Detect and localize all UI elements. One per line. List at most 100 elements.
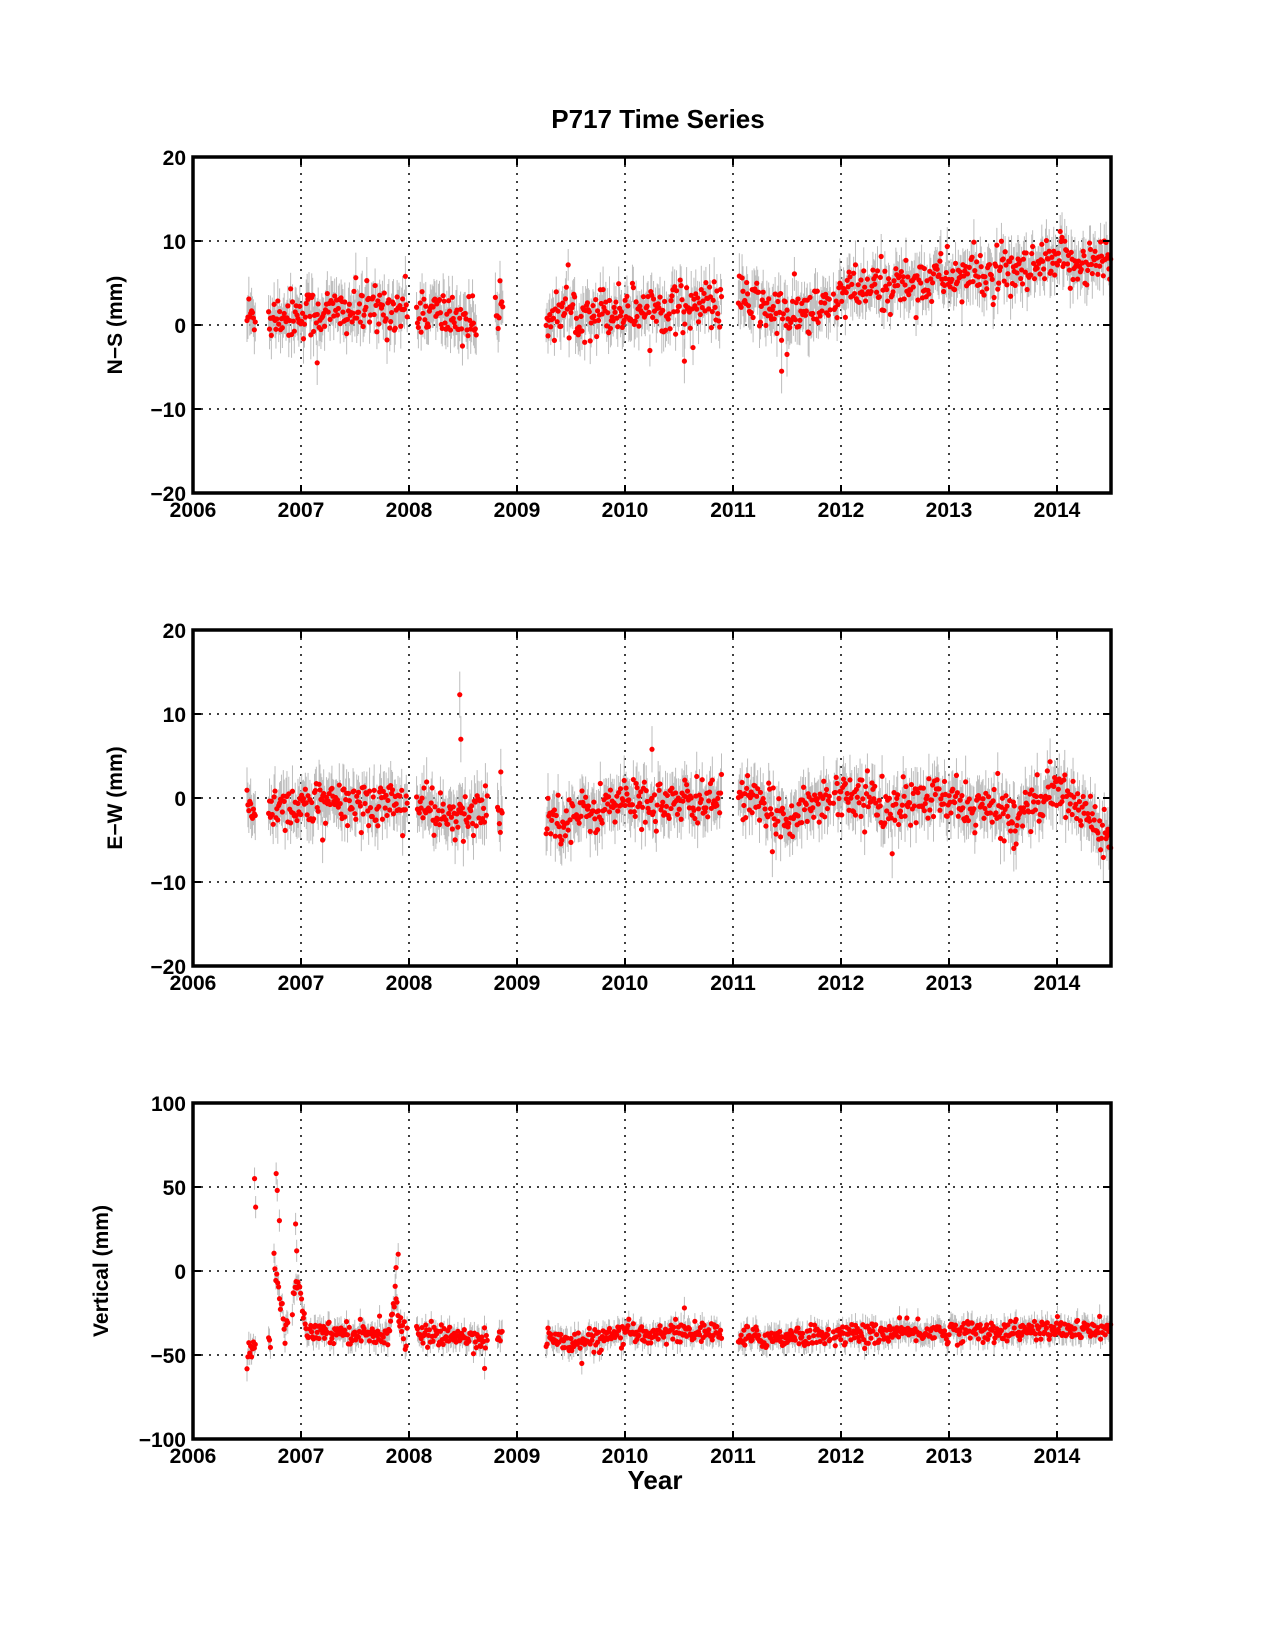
data-point xyxy=(931,1335,938,1341)
data-point xyxy=(771,816,777,822)
data-point xyxy=(481,1325,488,1331)
data-point xyxy=(366,319,373,325)
data-point xyxy=(842,781,848,787)
data-point xyxy=(1095,830,1101,836)
data-point xyxy=(782,299,788,305)
data-point xyxy=(830,291,837,297)
y-tick-label: −10 xyxy=(150,872,186,895)
data-point xyxy=(286,791,292,797)
data-point xyxy=(862,284,868,290)
data-point xyxy=(664,792,670,799)
data-point xyxy=(355,789,362,795)
data-point xyxy=(708,325,715,331)
data-point xyxy=(1032,807,1038,813)
data-point xyxy=(654,802,660,808)
data-point xyxy=(334,797,341,803)
data-point xyxy=(1037,271,1043,277)
data-point xyxy=(416,810,422,816)
data-point xyxy=(272,1266,278,1272)
data-point xyxy=(277,1306,284,1312)
data-point xyxy=(357,803,363,809)
data-point xyxy=(1027,791,1033,797)
data-point xyxy=(1030,260,1037,267)
data-point xyxy=(676,806,682,812)
data-point xyxy=(907,822,914,828)
data-point xyxy=(874,268,881,274)
data-point xyxy=(393,801,399,807)
data-point xyxy=(1098,835,1105,841)
data-point xyxy=(423,1322,429,1328)
data-point xyxy=(620,798,626,804)
data-point xyxy=(806,1334,812,1341)
data-point xyxy=(288,820,294,826)
data-point xyxy=(281,310,287,317)
data-point xyxy=(1028,828,1034,835)
data-point xyxy=(450,804,456,810)
data-point xyxy=(344,331,350,337)
data-point xyxy=(357,319,363,325)
data-point xyxy=(882,820,888,826)
data-point xyxy=(668,298,674,304)
data-points xyxy=(244,228,1114,374)
data-point xyxy=(561,310,568,317)
data-point xyxy=(915,297,921,303)
data-point xyxy=(960,805,966,811)
data-point xyxy=(897,808,904,814)
data-point xyxy=(755,803,762,810)
data-point xyxy=(660,799,666,805)
data-point xyxy=(1067,801,1073,807)
data-point xyxy=(425,323,432,330)
data-point xyxy=(394,1299,400,1305)
data-point xyxy=(1040,258,1046,264)
data-point xyxy=(618,309,625,315)
data-point xyxy=(761,800,767,806)
data-point xyxy=(660,307,666,313)
data-point xyxy=(890,289,896,295)
data-point xyxy=(765,814,771,820)
data-point xyxy=(1068,249,1074,255)
data-point xyxy=(680,798,686,804)
y-axis-label: N−S (mm) xyxy=(104,276,127,375)
data-point xyxy=(482,783,489,789)
data-point xyxy=(766,296,772,302)
data-point xyxy=(718,1335,725,1341)
data-point xyxy=(696,1332,703,1338)
data-point xyxy=(371,787,377,793)
data-point xyxy=(876,1337,882,1343)
data-point xyxy=(963,779,969,785)
data-point xyxy=(631,809,637,815)
data-point xyxy=(622,802,628,809)
data-point xyxy=(276,1296,283,1302)
data-point xyxy=(760,796,766,802)
data-point xyxy=(643,788,649,794)
data-point xyxy=(250,806,257,812)
data-point xyxy=(1005,271,1011,277)
data-point xyxy=(321,1335,328,1341)
data-point xyxy=(375,298,381,304)
data-point xyxy=(548,324,554,330)
data-point xyxy=(417,300,423,306)
data-point xyxy=(579,788,585,794)
data-point xyxy=(966,796,972,802)
data-point xyxy=(352,811,358,817)
data-point xyxy=(587,1341,593,1347)
data-point xyxy=(754,1327,760,1333)
data-point-outlier xyxy=(681,358,688,364)
data-point xyxy=(870,1328,876,1334)
data-point xyxy=(698,287,704,293)
figure-title: P717 Time Series xyxy=(551,104,764,134)
data-point xyxy=(321,790,327,797)
data-point xyxy=(671,1324,677,1330)
data-point xyxy=(466,814,472,820)
data-point xyxy=(982,805,988,812)
data-point xyxy=(1041,276,1048,282)
data-point xyxy=(275,1284,282,1290)
data-point xyxy=(910,790,916,796)
data-point xyxy=(791,271,797,277)
data-point xyxy=(623,785,629,791)
data-point xyxy=(712,304,718,310)
data-point xyxy=(650,809,657,815)
data-point xyxy=(876,294,882,300)
data-point xyxy=(401,306,408,312)
data-point xyxy=(833,774,839,780)
